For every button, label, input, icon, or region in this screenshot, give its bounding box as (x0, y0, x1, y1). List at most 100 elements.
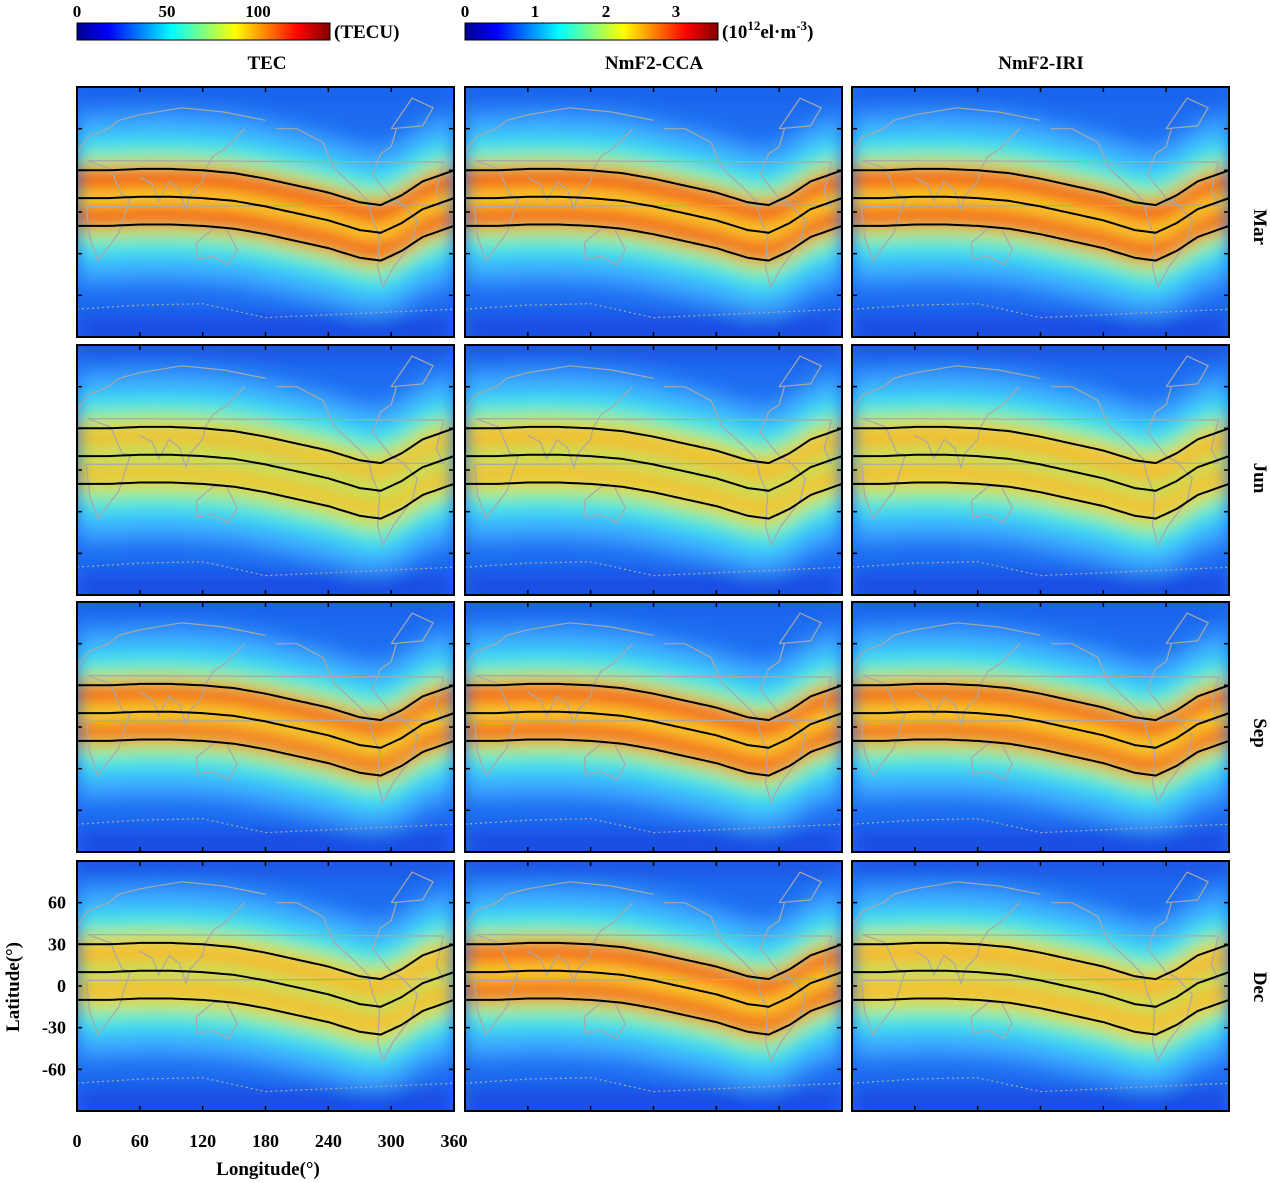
magnetic-latitude-line (77, 195, 454, 234)
coast-australia (583, 741, 626, 781)
field-south-cap (465, 1089, 842, 1111)
field-south-cap (465, 830, 842, 852)
field-south-cap (852, 315, 1229, 337)
field-crest-south (465, 461, 842, 520)
row-label: Sep (1249, 718, 1270, 748)
coast-americas (664, 386, 806, 547)
coastlines (465, 355, 842, 577)
column-title: NmF2-CCA (605, 53, 703, 74)
field-trough (852, 963, 1229, 1014)
panel-ticks (76, 861, 455, 1111)
field-north-cap (77, 602, 454, 616)
magnetic-latitude-line (852, 997, 1229, 1036)
coast-antarctica (465, 1077, 842, 1093)
coastlines (77, 871, 454, 1093)
panel-body (465, 602, 842, 852)
colorbar-nmf2-tick: 3 (672, 2, 681, 21)
coast-australia (970, 1000, 1013, 1040)
coast-asia (527, 643, 634, 727)
coast-australia (970, 741, 1013, 781)
x-axis-label: Longitude(°) (216, 1159, 320, 1180)
coast-eurasia-north (77, 881, 266, 927)
coast-eurasia-north (77, 107, 266, 153)
unit-exp: 12 (747, 18, 760, 33)
magnetic-latitude-line (852, 425, 1229, 465)
coast-australia (583, 484, 626, 524)
magnetic-latitude-line (852, 167, 1229, 207)
coast-greenland (1165, 871, 1209, 904)
x-tick-label: 300 (378, 1131, 405, 1151)
coast-greenland (390, 871, 434, 904)
field-south-cap (852, 573, 1229, 595)
colorbar-tec-tick: 0 (73, 2, 82, 21)
coast-americas (1051, 902, 1193, 1063)
coast-greenland (1165, 97, 1209, 130)
magnetic-latitude-line (852, 195, 1229, 234)
colorbar-tec-tick: 100 (245, 2, 271, 21)
coastlines (77, 355, 454, 577)
coast-australia (195, 1000, 238, 1040)
colorbar-nmf2-tick: 2 (602, 2, 611, 21)
panel-body (77, 345, 454, 595)
coast-antarctica (465, 303, 842, 319)
panel-body (77, 602, 454, 852)
coast-australia (195, 226, 238, 266)
magnetic-latitude-line (77, 481, 454, 520)
coast-eurasia-north (77, 622, 266, 668)
magnetic-latitude-line (852, 941, 1229, 981)
map-panel (464, 86, 843, 338)
coast-asia (914, 386, 1021, 470)
coast-americas (1051, 128, 1193, 289)
map-panel (464, 344, 843, 596)
coast-eurasia-north (465, 881, 654, 927)
coast-eurasia-north (465, 622, 654, 668)
magnetic-latitude-line (465, 453, 842, 492)
coast-americas (276, 643, 418, 804)
coast-australia (195, 484, 238, 524)
field-crest-south (465, 203, 842, 262)
coast-asia (914, 128, 1021, 212)
y-tick-label: -60 (42, 1059, 66, 1079)
y-tick-label: 0 (57, 976, 66, 996)
panel-ticks (851, 345, 1230, 595)
field-crest-north (77, 682, 454, 741)
y-tick-label: -30 (42, 1018, 66, 1038)
coast-greenland (1165, 612, 1209, 645)
map-panel (851, 86, 1230, 338)
panel-ticks (76, 345, 455, 595)
field-crest-south (77, 718, 454, 777)
field-north-cap (852, 861, 1229, 875)
panel-body (77, 87, 454, 337)
x-tick-label: 180 (252, 1131, 279, 1151)
colorbar-nmf2-tick: 0 (461, 2, 470, 21)
coast-americas (1051, 386, 1193, 547)
field-south-cap (465, 573, 842, 595)
field-north-cap (465, 861, 842, 875)
magnetic-latitude-line (77, 738, 454, 777)
coast-eurasia-north (77, 365, 266, 411)
field-north-cap (77, 345, 454, 359)
coast-americas (664, 643, 806, 804)
field-crest-south (852, 203, 1229, 262)
y-axis-ticks: 60 30 0 -30 -60 (42, 893, 66, 1080)
coast-greenland (778, 612, 822, 645)
field-south-cap (852, 1089, 1229, 1111)
field-crest-north (465, 682, 842, 741)
map-panel (76, 86, 455, 338)
panel-grid (76, 86, 1230, 1112)
coast-australia (583, 1000, 626, 1040)
panel-ticks (851, 861, 1230, 1111)
field-crest-north (852, 425, 1229, 484)
panel-ticks (76, 602, 455, 852)
field-crest-north (465, 167, 842, 226)
x-tick-label: 0 (73, 1131, 82, 1151)
magnetic-latitude-line (77, 941, 454, 981)
magnetic-latitude-line (465, 710, 842, 749)
coast-antarctica (852, 561, 1229, 577)
magnetic-latitude-line (77, 453, 454, 492)
coast-eurasia-north (465, 365, 654, 411)
row-label: Dec (1249, 972, 1270, 1003)
y-tick-label: 30 (48, 934, 66, 954)
magnetic-latitude-line (852, 710, 1229, 749)
field-crest-north (852, 682, 1229, 741)
